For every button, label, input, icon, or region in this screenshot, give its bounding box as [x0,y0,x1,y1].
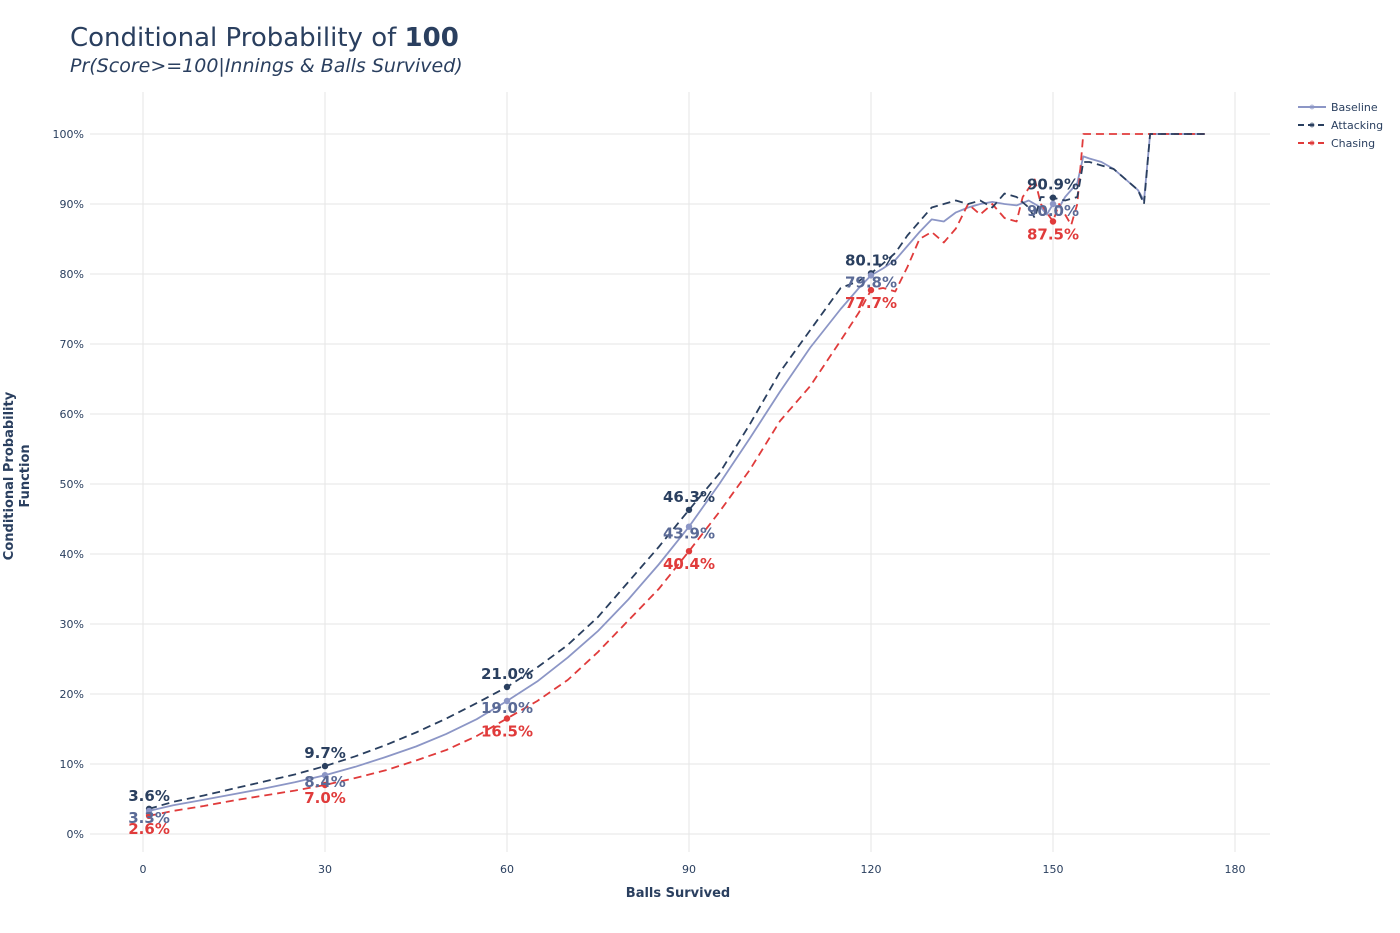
marker-chasing[interactable] [145,812,153,819]
data-label-baseline: 43.9% [663,525,715,543]
x-tick-label: 30 [318,863,332,876]
x-axis-ticks: 0 30 60 90 120 150 180 [140,863,1246,876]
data-label-attacking: 80.1% [845,251,897,269]
marker-attacking[interactable] [503,683,511,691]
y-tick-label: 60% [60,408,84,421]
legend[interactable]: Baseline Attacking Chasing [1298,101,1383,150]
y-tick-label: 80% [60,268,84,281]
marker-chasing[interactable] [1049,218,1057,225]
legend-item-attacking[interactable]: Attacking [1298,119,1383,132]
y-tick-label: 0% [67,828,84,841]
data-label-baseline: 8.4% [304,773,346,791]
marker-baseline[interactable] [145,807,153,815]
data-label-baseline: 19.0% [481,699,533,717]
y-tick-label: 10% [60,758,84,771]
data-label-attacking: 46.3% [663,488,715,506]
data-label-chasing: 7.0% [304,789,346,807]
legend-label: Baseline [1331,101,1378,114]
annotation-layer: 3.6% 3.3%2.6% 9.7% 8.4%7.0% 21.0% 19.0% 16.5% 4… [128,176,1079,838]
legend-item-baseline[interactable]: Baseline [1298,101,1378,114]
marker-baseline[interactable] [503,697,511,705]
data-label-attacking: 3.6% [128,787,170,805]
data-label-attacking: 21.0% [481,665,533,683]
y-axis-title-line2: Function [18,444,33,507]
x-tick-label: 60 [500,863,514,876]
data-label-attacking: 9.7% [304,744,346,762]
y-tick-label: 90% [60,198,84,211]
legend-marker [1309,122,1315,128]
legend-marker [1309,104,1315,110]
data-label-baseline: 90.0% [1027,202,1079,220]
marker-baseline[interactable] [867,272,875,279]
marker-baseline[interactable] [685,523,693,530]
x-axis-title: Balls Survived [626,886,730,901]
data-label-baseline: 79.8% [845,273,897,291]
marker-attacking[interactable] [1049,194,1057,201]
data-label-chasing: 40.4% [663,555,715,573]
data-label-chasing: 16.5% [481,723,533,741]
data-label-chasing: 87.5% [1027,226,1079,244]
y-tick-label: 70% [60,338,84,351]
chart-title: Conditional Probability of 100 [70,23,459,53]
y-tick-label: 100% [53,128,84,141]
series-line-attacking[interactable] [148,133,1205,810]
legend-label: Attacking [1331,119,1383,132]
y-tick-label: 40% [60,548,84,561]
y-gridlines [90,133,1270,835]
marker-baseline[interactable] [321,772,329,779]
legend-label: Chasing [1331,137,1375,150]
series-line-baseline[interactable] [148,133,1205,812]
y-axis-title-line1: Conditional Probability [2,391,17,560]
chart-subtitle: Pr(Score>=100|Innings & Balls Survived) [70,55,463,77]
y-tick-label: 20% [60,688,84,701]
data-label-baseline: 3.3% [128,809,170,827]
y-tick-label: 30% [60,618,84,631]
marker-attacking[interactable] [321,762,329,770]
marker-chasing[interactable] [321,781,329,789]
y-axis-ticks: 0% 10% 20% 30% 40% 50% 60% 70% 80% 90% 100% [53,128,84,841]
marker-chasing[interactable] [503,715,511,722]
marker-baseline[interactable] [1049,200,1057,208]
y-tick-label: 50% [60,478,84,491]
x-tick-label: 120 [861,863,882,876]
marker-attacking[interactable] [685,506,693,514]
data-label-attacking: 90.9% [1027,176,1079,194]
data-label-chasing: 2.6% [128,820,170,838]
x-tick-label: 90 [682,863,696,876]
legend-marker [1309,140,1315,146]
marker-chasing[interactable] [867,286,875,294]
y-axis-title: Conditional Probability Function [2,391,33,560]
x-tick-label: 180 [1225,863,1246,876]
marker-chasing[interactable] [685,548,693,555]
x-tick-label: 0 [140,863,147,876]
x-tick-label: 150 [1043,863,1064,876]
data-label-chasing: 77.7% [845,294,897,312]
legend-item-chasing[interactable]: Chasing [1298,137,1375,150]
